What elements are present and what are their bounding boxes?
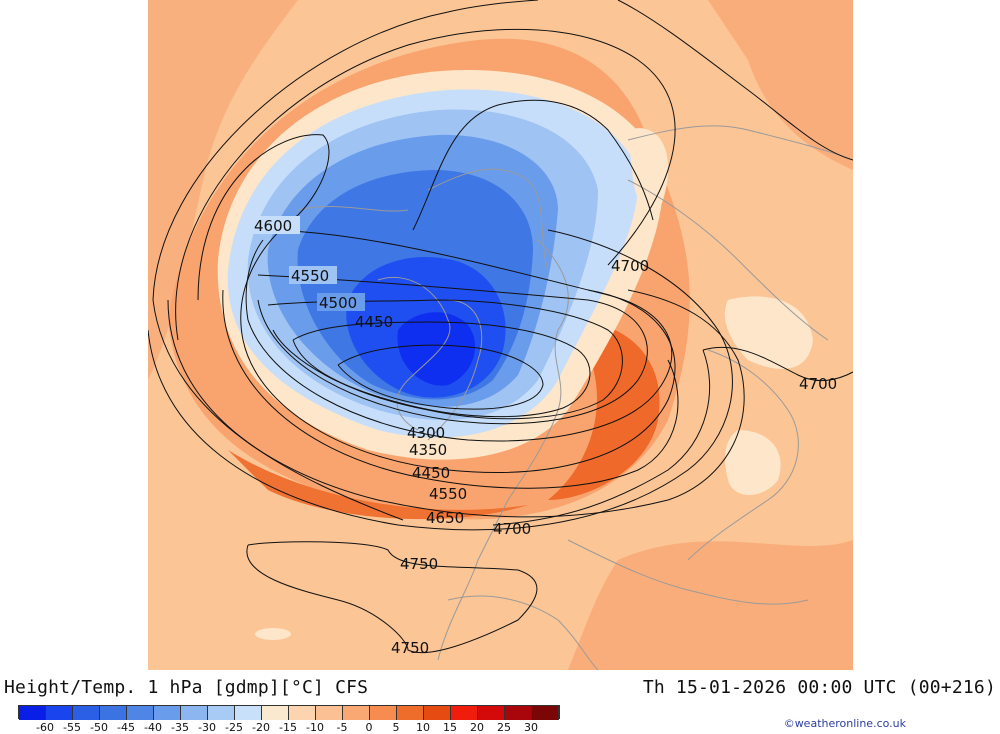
warm-anomaly: [548, 320, 660, 500]
contour-line: [337, 344, 544, 410]
contour-label: 4450: [355, 313, 393, 331]
temperature-shade: [568, 540, 853, 670]
contour-label: 4700: [611, 257, 649, 275]
height-contours: [148, 0, 853, 654]
contour-label: 4300: [407, 424, 445, 442]
legend-swatch: [316, 706, 343, 720]
legend-tick: 30: [524, 721, 538, 734]
coastline: [627, 179, 829, 341]
legend-swatch: [208, 706, 235, 720]
contour-label: 4500: [319, 294, 357, 312]
coastline: [687, 349, 799, 561]
chart-title: Height/Temp. 1 hPa [gdmp][°C] CFS: [4, 677, 369, 698]
legend-swatch: [235, 706, 262, 720]
legend-swatch: [73, 706, 100, 720]
legend-tick: 10: [416, 721, 430, 734]
temperature-shade: [725, 430, 781, 495]
legend-swatch: [262, 706, 289, 720]
legend-tick: -25: [225, 721, 243, 734]
temperature-shade: [148, 0, 298, 380]
coastline: [377, 276, 451, 431]
legend-tick: -50: [90, 721, 108, 734]
contour-label: 4700: [493, 520, 531, 538]
legend-tick: -60: [36, 721, 54, 734]
contour-line: [167, 289, 745, 518]
legend-swatch: [478, 706, 505, 720]
legend-swatch: [397, 706, 424, 720]
legend-swatch: [19, 706, 46, 720]
contour-line: [197, 134, 676, 473]
color-legend: [18, 705, 560, 720]
contour-line: [617, 0, 853, 161]
legend-swatch: [154, 706, 181, 720]
legend-swatch: [100, 706, 127, 720]
coastline: [447, 595, 599, 670]
credit-text: ©weatheronline.co.uk: [783, 717, 906, 730]
legend-tick: -45: [117, 721, 135, 734]
legend-tick: -40: [144, 721, 162, 734]
contour-label: 4750: [391, 639, 429, 657]
contour-line: [175, 28, 676, 341]
map-canvas: 4600 4550 4500 4450 4300 4350 4450 4550 …: [148, 0, 853, 670]
contour-line: [148, 229, 733, 531]
coastline: [627, 125, 853, 161]
legend-tick: 15: [443, 721, 457, 734]
legend-tick: -20: [252, 721, 270, 734]
legend-tick: -15: [279, 721, 297, 734]
legend-swatch: [532, 706, 559, 720]
legend-tick: 25: [497, 721, 511, 734]
contour-line: [292, 321, 591, 418]
contour-line: [412, 99, 654, 231]
contour-label: 4550: [291, 267, 329, 285]
coastline: [567, 539, 809, 605]
coastline: [427, 168, 549, 271]
contour-labels: 4600 4550 4500 4450 4300 4350 4450 4550 …: [252, 216, 837, 657]
cold-core: [397, 312, 476, 386]
contour-label: 4700: [799, 375, 837, 393]
legend-tick: -30: [198, 721, 216, 734]
warm-anomaly: [228, 450, 528, 520]
contour-label: 4750: [400, 555, 438, 573]
legend-swatch: [451, 706, 478, 720]
contour-line: [267, 299, 623, 420]
contour-label: 4550: [429, 485, 467, 503]
contour-label: 4450: [412, 464, 450, 482]
legend-tick: 20: [470, 721, 484, 734]
legend-swatch: [46, 706, 73, 720]
contour-line: [257, 274, 648, 425]
coastline: [297, 205, 409, 212]
coastline: [437, 239, 569, 661]
contour-label: 4650: [426, 509, 464, 527]
contour-line: [245, 229, 673, 442]
legend-swatch: [424, 706, 451, 720]
color-legend-ticks: -60 -55 -50 -45 -40 -35 -30 -25 -20 -15 -10 -5 0 5 10 1…: [18, 721, 566, 734]
contour-line: [492, 349, 710, 526]
legend-swatch: [289, 706, 316, 720]
contour-line: [246, 541, 538, 654]
contour-line: [222, 289, 679, 489]
legend-swatch: [127, 706, 154, 720]
legend-swatch: [370, 706, 397, 720]
contour-label: 4600: [254, 217, 292, 235]
legend-tick: 5: [392, 721, 400, 734]
coastline: [427, 299, 483, 441]
legend-swatch: [505, 706, 532, 720]
legend-swatch: [343, 706, 370, 720]
contour-line: [702, 346, 853, 382]
legend-tick: -10: [306, 721, 324, 734]
legend-tick: -35: [171, 721, 189, 734]
legend-swatch: [181, 706, 208, 720]
legend-tick: -5: [336, 721, 348, 734]
temperature-shade: [708, 0, 853, 170]
temperature-shade: [255, 628, 291, 640]
valid-time: Th 15-01-2026 00:00 UTC (00+216): [642, 677, 996, 698]
legend-tick: -55: [63, 721, 81, 734]
legend-tick: 0: [365, 721, 373, 734]
contour-label: 4350: [409, 441, 447, 459]
map-panel: 4600 4550 4500 4450 4300 4350 4450 4550 …: [148, 0, 853, 670]
